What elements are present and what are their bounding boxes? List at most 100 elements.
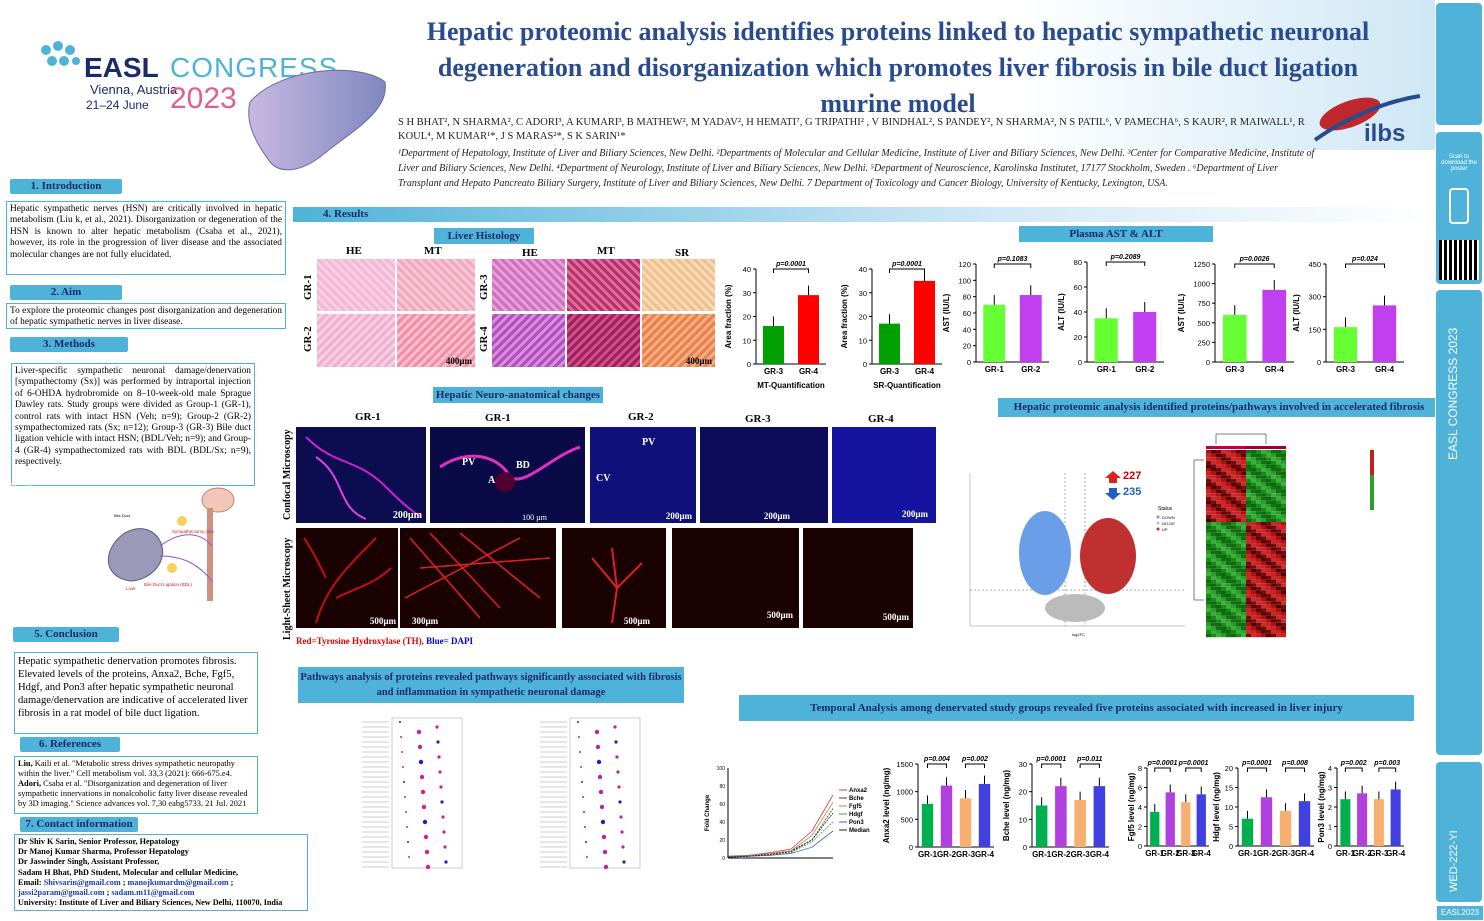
- heatmap-cell: [1266, 554, 1271, 558]
- heatmap-cell: [1271, 615, 1276, 620]
- heatmap-cell: [1261, 594, 1266, 598]
- x-tick-label: GR-3: [1225, 365, 1245, 374]
- heatmap-cell: [1251, 550, 1256, 555]
- heatmap-cell: [1276, 550, 1281, 555]
- heatmap-cell: [1226, 540, 1231, 544]
- heatmap-cell: [1221, 500, 1226, 504]
- y-tick-label: 0: [1229, 842, 1233, 851]
- y-tick-label: 1250: [1193, 260, 1210, 269]
- heatmap-cell: [1281, 514, 1286, 519]
- references-box: Liu, Kaili et al. "Metabolic stress driv…: [14, 756, 258, 814]
- heatmap-cell: [1236, 511, 1241, 515]
- y-axis-label: ALT (IU/L): [1292, 294, 1301, 332]
- email-link-2[interactable]: manojkumardm@gmail.com: [127, 877, 229, 887]
- x-tick-label: GR-3: [1336, 365, 1356, 374]
- heatmap-cell: [1246, 532, 1251, 537]
- heatmap-cell: [1241, 615, 1246, 620]
- heatmap-cell: [1226, 489, 1231, 494]
- pathways-header: Pathways analysis of proteins revealed p…: [298, 667, 684, 703]
- heatmap-cell: [1281, 489, 1286, 494]
- heatmap-cell: [1266, 550, 1271, 555]
- heatmap-cell: [1211, 633, 1216, 638]
- y-tick-label: 1000: [896, 788, 913, 797]
- heatmap-cell: [1236, 572, 1241, 576]
- significance-bracket: [1154, 767, 1171, 772]
- y-tick-label: 20: [1225, 764, 1233, 773]
- heatmap-cell: [1221, 504, 1226, 508]
- heatmap-cell: [1226, 579, 1231, 584]
- heatmap-cell: [1226, 568, 1231, 573]
- pathway-dot: [596, 759, 602, 765]
- heatmap-cell: [1231, 558, 1236, 562]
- heatmap-cell: [1251, 630, 1256, 634]
- email-link-4[interactable]: sadam.m11@gmail.com: [111, 888, 195, 898]
- contact-emails: Email: Shivsarin@gmail.com ; manojkumard…: [18, 877, 234, 887]
- heatmap-cell: [1221, 597, 1226, 602]
- heatmap-cell: [1226, 619, 1231, 623]
- bar: [1196, 794, 1206, 846]
- y-tick-label: 20: [1074, 333, 1082, 342]
- heatmap-cell: [1231, 460, 1236, 465]
- pathway-dot: [441, 815, 445, 819]
- heatmap-cell: [1281, 630, 1286, 634]
- chart-alt-gr34: 0 150 300 450 GR-3 GR-4 ALT (IU/L) p=0.024: [1292, 256, 1404, 374]
- heatmap-cell: [1236, 565, 1241, 569]
- heatmap-cell: [1251, 568, 1256, 573]
- y-axis-label: AST (IU/L): [1177, 293, 1186, 332]
- heatmap-cell: [1231, 493, 1236, 497]
- email-link-1[interactable]: Shivsarin@gmail.com: [43, 877, 121, 887]
- sidebar-logo-block: [1436, 3, 1482, 125]
- intro-text: Hepatic sympathetic nerves (HSN) are cri…: [6, 201, 286, 275]
- heatmap-cell: [1271, 554, 1276, 558]
- heatmap-cell: [1266, 471, 1271, 476]
- heatmap-cell: [1236, 561, 1241, 566]
- heatmap-cell: [1281, 561, 1286, 566]
- heatmap-cell: [1206, 568, 1211, 573]
- bar: [798, 295, 819, 364]
- heatmap-cell: [1216, 619, 1221, 623]
- results-title: 4. Results: [293, 207, 1433, 222]
- significance-bracket: [1345, 263, 1385, 268]
- lightsheet-gr1b: 300µm: [400, 528, 556, 628]
- heatmap-cell: [1271, 626, 1276, 630]
- ls-scale-5: 500µm: [882, 612, 909, 622]
- heatmap-cell: [1281, 626, 1286, 630]
- heatmap-cell: [1261, 478, 1266, 483]
- heatmap-cell: [1216, 453, 1221, 458]
- heatmap-cell: [1261, 489, 1266, 494]
- sidebar-code-block: WED-222-YI: [1436, 762, 1482, 902]
- heatmap-cell: [1256, 583, 1261, 587]
- heatmap-cell: [1251, 511, 1256, 515]
- heatmap-cell: [1231, 543, 1236, 548]
- heatmap-cell: [1216, 532, 1221, 537]
- heatmap-cell: [1251, 601, 1256, 605]
- heatmap-cell: [1211, 622, 1216, 627]
- pathway-dot: [614, 740, 618, 744]
- heatmap-cell: [1256, 540, 1261, 544]
- heatmap-cell: [1211, 608, 1216, 612]
- heatmap-cell: [1276, 543, 1281, 548]
- heatmap-cell: [1276, 460, 1281, 465]
- y-axis-label: AST (IU/L): [942, 293, 951, 332]
- heatmap-cell: [1266, 478, 1271, 483]
- heatmap-cell: [1266, 608, 1271, 612]
- pathway-dot: [407, 841, 409, 843]
- chart-ast-gr12: 0 20 40 60 80 100 120 GR-1 GR-2 AST (IU/L) p=0.108…: [942, 256, 1049, 374]
- heatmap-cell: [1246, 547, 1251, 551]
- heatmap-cell: [1216, 514, 1221, 519]
- bar: [1241, 818, 1254, 846]
- heatmap-cell: [1216, 471, 1221, 476]
- heatmap-cell: [1251, 619, 1256, 623]
- qr-code-icon[interactable]: [1439, 240, 1479, 280]
- heatmap-cell: [1221, 511, 1226, 515]
- x-tick-label: GR-4: [1375, 365, 1395, 374]
- heatmap-cell: [1271, 489, 1276, 494]
- heatmap-cell: [1216, 486, 1221, 490]
- y-tick-label: 100: [958, 276, 971, 285]
- sidebar-category: Basic Science: [8, 482, 19, 545]
- heatmap-cell: [1276, 633, 1281, 638]
- heatmap-cell: [1261, 565, 1266, 569]
- email-link-3[interactable]: jassi2param@gmail.com: [18, 888, 105, 898]
- heatmap-cell: [1211, 583, 1216, 587]
- heatmap-cell: [1221, 471, 1226, 476]
